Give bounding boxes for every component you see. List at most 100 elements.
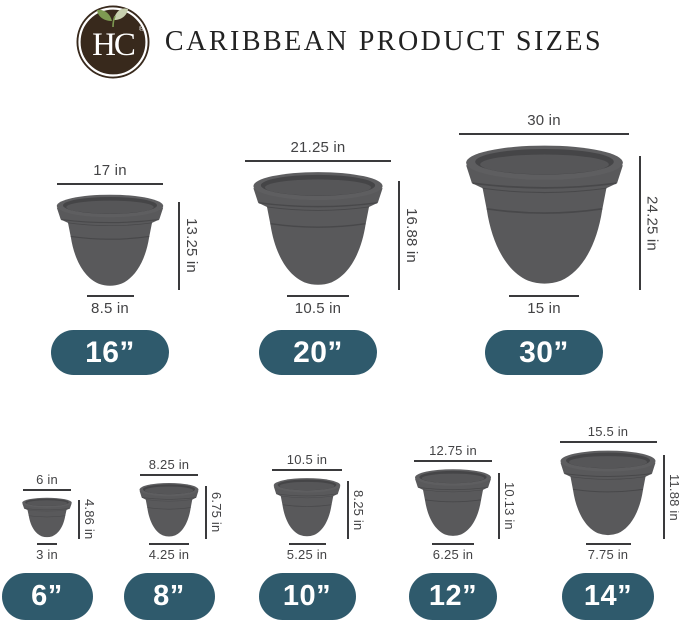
bottom-width-dimension: 7.75 in bbox=[585, 543, 631, 563]
row-small-sizes: 6 in 4.86 in 3 in 6” 8.25 in bbox=[0, 424, 679, 620]
bottom-width-dimension: 8.5 in bbox=[86, 295, 134, 318]
dimension-line bbox=[245, 160, 391, 162]
dimension-line bbox=[287, 295, 349, 297]
height-dimension: 13.25 in bbox=[178, 201, 200, 290]
pot-figure-8in: 8.25 in 6.75 in 4.25 in 8” bbox=[122, 457, 224, 620]
size-badge: 20” bbox=[259, 330, 377, 375]
bottom-width-label: 4.25 in bbox=[148, 547, 190, 563]
height-dimension: 11.88 in bbox=[663, 454, 679, 540]
dimension-line bbox=[140, 474, 198, 477]
dimension-line bbox=[459, 133, 629, 135]
logo-circle bbox=[76, 5, 150, 79]
height-dimension: 8.25 in bbox=[347, 481, 366, 540]
dimension-line bbox=[57, 183, 163, 185]
bottom-width-label: 10.5 in bbox=[294, 300, 342, 317]
height-label: 10.13 in bbox=[502, 482, 517, 530]
top-width-label: 21.25 in bbox=[290, 139, 346, 156]
top-width-label: 8.25 in bbox=[148, 456, 190, 472]
pot-illustration bbox=[273, 478, 341, 538]
size-badge-label: 14” bbox=[583, 580, 633, 612]
top-width-dimension: 8.25 in bbox=[140, 457, 198, 483]
sprout-leaf-icon bbox=[96, 8, 128, 28]
bottom-width-dimension: 3 in bbox=[36, 543, 58, 563]
size-badge-label: 20” bbox=[293, 335, 343, 369]
logo-monogram: HC bbox=[92, 27, 135, 63]
height-label: 16.88 in bbox=[403, 207, 420, 263]
pot-illustration bbox=[139, 483, 199, 538]
dimension-line bbox=[663, 454, 665, 540]
dimension-line bbox=[585, 543, 631, 546]
bottom-width-dimension: 6.25 in bbox=[432, 543, 474, 563]
pot-figure-6in: 6 in 4.86 in 3 in 6” bbox=[0, 472, 97, 620]
dimension-line bbox=[86, 295, 134, 297]
dimension-line bbox=[398, 180, 400, 290]
dimension-line bbox=[288, 543, 326, 546]
top-width-label: 15.5 in bbox=[587, 423, 629, 439]
pot-figure-10in: 10.5 in 8.25 in 5.25 in 10” bbox=[258, 452, 366, 620]
bottom-width-label: 7.75 in bbox=[587, 547, 629, 563]
pot-illustration bbox=[464, 144, 624, 285]
pot-figure-30in: 30 in 24.25 in 15 in 30” bbox=[456, 112, 661, 375]
pot-illustration bbox=[22, 497, 72, 538]
size-badge-label: 10” bbox=[282, 580, 332, 612]
height-dimension: 6.75 in bbox=[205, 485, 224, 540]
dimension-line bbox=[347, 481, 349, 540]
pot-illustration bbox=[56, 194, 164, 287]
bottom-width-label: 3 in bbox=[36, 547, 58, 563]
dimension-line bbox=[149, 543, 189, 546]
size-badge-label: 12” bbox=[428, 580, 478, 612]
page-title: CARIBBEAN PRODUCT SIZES bbox=[164, 26, 604, 57]
top-width-dimension: 10.5 in bbox=[272, 452, 342, 478]
dimension-line bbox=[178, 201, 180, 290]
dimension-line bbox=[414, 460, 492, 463]
pot-figure-16in: 17 in 13.25 in 8.5 in 16” bbox=[45, 162, 200, 375]
size-badge: 30” bbox=[485, 330, 603, 375]
top-width-label: 30 in bbox=[527, 112, 561, 129]
bottom-width-dimension: 10.5 in bbox=[287, 295, 349, 318]
header: HC ® CARIBBEAN PRODUCT SIZES bbox=[0, 2, 679, 82]
height-label: 13.25 in bbox=[183, 218, 200, 274]
brand-logo: HC ® bbox=[76, 5, 150, 79]
dimension-line bbox=[498, 472, 500, 540]
pot-illustration bbox=[414, 469, 492, 537]
height-label: 6.75 in bbox=[209, 492, 224, 533]
dimension-line bbox=[78, 499, 80, 540]
row-large-sizes: 17 in 13.25 in 8.5 in 16” 21.25 in bbox=[0, 100, 679, 375]
bottom-width-label: 6.25 in bbox=[432, 547, 474, 563]
bottom-width-dimension: 15 in bbox=[509, 295, 579, 318]
dimension-line bbox=[272, 469, 342, 472]
size-badge-label: 30” bbox=[519, 335, 569, 369]
size-badge: 8” bbox=[123, 573, 215, 620]
size-badge-label: 8” bbox=[153, 580, 185, 612]
dimension-line bbox=[205, 485, 207, 540]
height-label: 8.25 in bbox=[351, 490, 366, 531]
size-badge-label: 16” bbox=[85, 335, 135, 369]
pot-figure-20in: 21.25 in 16.88 in 10.5 in 20” bbox=[243, 139, 420, 375]
top-width-dimension: 6 in bbox=[23, 472, 71, 498]
top-width-dimension: 15.5 in bbox=[559, 423, 657, 450]
pot-illustration bbox=[252, 171, 384, 286]
dimension-line bbox=[638, 156, 641, 290]
bottom-width-dimension: 4.25 in bbox=[149, 543, 189, 563]
dimension-line bbox=[36, 543, 57, 546]
height-label: 4.86 in bbox=[82, 499, 97, 540]
dimension-line bbox=[559, 441, 657, 444]
dimension-line bbox=[509, 295, 579, 297]
height-dimension: 10.13 in bbox=[498, 472, 517, 540]
top-width-dimension: 17 in bbox=[57, 162, 163, 193]
dimension-line bbox=[432, 543, 474, 546]
size-badge: 12” bbox=[409, 573, 497, 620]
top-width-dimension: 30 in bbox=[459, 112, 629, 143]
bottom-width-dimension: 5.25 in bbox=[287, 543, 327, 563]
pot-figure-14in: 15.5 in 11.88 in 7.75 in 14” bbox=[558, 423, 679, 620]
dimension-line bbox=[23, 489, 71, 492]
registered-trademark: ® bbox=[139, 25, 145, 33]
bottom-width-label: 8.5 in bbox=[91, 300, 129, 317]
pot-figure-12in: 12.75 in 10.13 in 6.25 in 12” bbox=[408, 443, 517, 620]
height-dimension: 4.86 in bbox=[78, 499, 97, 540]
top-width-dimension: 21.25 in bbox=[245, 139, 391, 170]
size-badge: 14” bbox=[562, 573, 654, 620]
size-badge: 6” bbox=[1, 573, 93, 620]
height-label: 24.25 in bbox=[643, 195, 661, 251]
